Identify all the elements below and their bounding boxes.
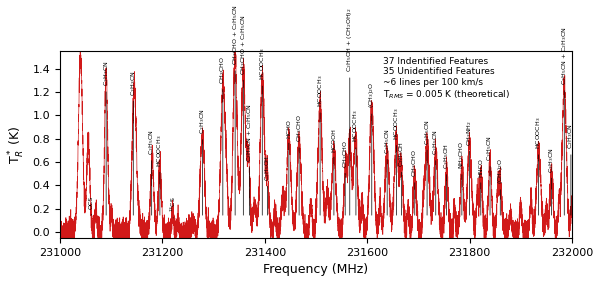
Text: C$_2$H$_3$CN: C$_2$H$_3$CN	[129, 70, 138, 215]
Text: (CH$_3$)$_2$O: (CH$_3$)$_2$O	[496, 158, 505, 215]
Text: CH$_3$CHO + C$_2$H$_5$CN: CH$_3$CHO + C$_2$H$_5$CN	[239, 14, 248, 215]
Text: HCOOCH$_3$: HCOOCH$_3$	[352, 110, 361, 215]
Text: C$_2$H$_3$CN: C$_2$H$_3$CN	[547, 147, 556, 215]
Text: HCHO: HCHO	[286, 119, 292, 215]
Text: HCOOCH$_3$: HCOOCH$_3$	[316, 75, 325, 215]
Text: HCOOCH$_3$: HCOOCH$_3$	[392, 108, 401, 215]
Text: HCOOCH$_3$: HCOOCH$_3$	[534, 117, 543, 215]
Text: C$_2$H$_5$OH: C$_2$H$_5$OH	[442, 143, 451, 215]
Text: HCOOH: HCOOH	[331, 128, 337, 215]
Text: CH$_3$CHO: CH$_3$CHO	[218, 56, 227, 215]
X-axis label: Frequency (MHz): Frequency (MHz)	[263, 263, 368, 276]
Text: C$_2$H$_5$CN: C$_2$H$_5$CN	[431, 130, 440, 215]
Text: OCS: OCS	[89, 195, 94, 215]
Text: C$_2$H$_3$CN: C$_2$H$_3$CN	[198, 109, 207, 215]
Text: C$_2$H$_5$OH: C$_2$H$_5$OH	[263, 155, 272, 215]
Text: CH$_3$NH$_2$: CH$_3$NH$_2$	[465, 120, 474, 215]
Text: CH$_3$CHO: CH$_3$CHO	[341, 140, 350, 215]
Text: (CH$_3$)$_2$O: (CH$_3$)$_2$O	[367, 82, 376, 215]
Text: C$_2$H$_5$CN: C$_2$H$_5$CN	[485, 135, 494, 215]
Text: C$_2$H$_3$CN + C$_2$H$_5$CN: C$_2$H$_3$CN + C$_2$H$_5$CN	[245, 103, 254, 215]
Text: C$_2$H$_5$CN: C$_2$H$_5$CN	[422, 119, 431, 215]
Text: C$_2$H$_5$OH + (CH$_2$OH)$_2$: C$_2$H$_5$OH + (CH$_2$OH)$_2$	[345, 8, 354, 215]
Text: C$_2$H$_5$OH: C$_2$H$_5$OH	[397, 141, 406, 215]
Text: C$_2$H$_3$CN: C$_2$H$_3$CN	[101, 61, 110, 215]
Text: C$_2$H$_3$CN: C$_2$H$_3$CN	[566, 124, 575, 215]
Text: HNCO: HNCO	[478, 158, 484, 215]
Text: 37 Indentified Features
35 Unidentified Features
~6 lines per 100 km/s
T$_{RMS}$: 37 Indentified Features 35 Unidentified …	[383, 57, 509, 101]
Text: HCOOCH$_3$: HCOOCH$_3$	[258, 48, 267, 215]
Text: CH$_3$CHO + C$_2$H$_5$CN: CH$_3$CHO + C$_2$H$_5$CN	[230, 5, 239, 215]
Text: CH$_3$CHO: CH$_3$CHO	[410, 149, 419, 215]
Text: NH$_2$CHO: NH$_2$CHO	[457, 141, 466, 215]
Text: C$_2$H$_5$CN: C$_2$H$_5$CN	[147, 130, 156, 215]
Text: C$_2$H$_5$CN + C$_2$H$_3$CN: C$_2$H$_5$CN + C$_2$H$_3$CN	[560, 26, 569, 215]
Text: $^{13}$CS: $^{13}$CS	[169, 196, 178, 218]
Y-axis label: T$_R^*$ (K): T$_R^*$ (K)	[7, 125, 27, 164]
Text: CH$_3$CHO: CH$_3$CHO	[295, 115, 304, 215]
Text: HCOOCH$_3$: HCOOCH$_3$	[155, 134, 164, 215]
Text: C$_2$H$_5$CN: C$_2$H$_5$CN	[383, 128, 392, 215]
